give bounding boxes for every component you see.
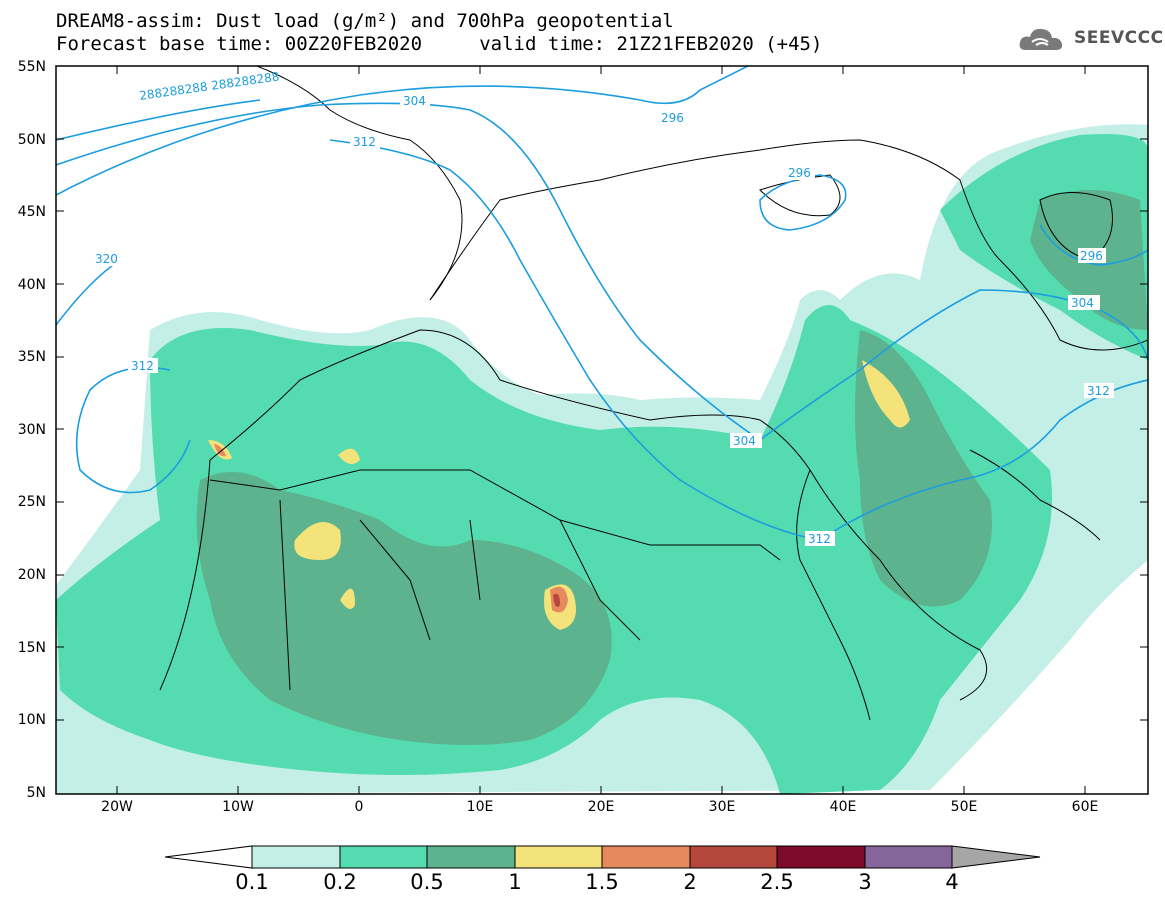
lat-label-30n: 30N: [17, 422, 46, 438]
colorbar-segment-7: [776, 845, 866, 869]
colorbar-segment-under: [164, 845, 253, 869]
map-frame: [55, 65, 1149, 795]
contour-label-312-b: 312: [131, 359, 154, 373]
colorbar-tick-4: 1.5: [585, 870, 619, 894]
lat-label-20n: 20N: [17, 567, 46, 583]
lat-label-50n: 50N: [17, 132, 46, 148]
lon-label-20e: 20E: [587, 799, 615, 815]
contour-label-312-d: 312: [1087, 384, 1110, 398]
cloud-icon: [1019, 28, 1063, 50]
colorbar-tick-6: 2.5: [760, 870, 794, 894]
colorbar-segment-5: [601, 845, 691, 869]
contour-label-320: 320: [95, 252, 118, 266]
colorbar-segment-3: [426, 845, 516, 869]
contour-label-288: 288288288 288288288: [138, 69, 280, 103]
contour-label-296-b: 296: [788, 166, 811, 180]
colorbar-segment-6: [689, 845, 778, 869]
colorbar-tick-3: 1: [508, 870, 522, 894]
contour-label-304-a: 304: [403, 94, 426, 108]
seevccc-logo: SEEVCCC: [1018, 22, 1163, 58]
colorbar-segment-8: [864, 845, 953, 869]
map-subtitle: Forecast base time: 00Z20FEB2020 valid t…: [56, 33, 823, 55]
colorbar-tick-1: 0.2: [323, 870, 357, 894]
colorbar-tick-7: 3: [858, 870, 872, 894]
contour-label-304-c: 304: [733, 434, 756, 448]
lon-label-0: 0: [354, 799, 364, 815]
axis-ticks: [56, 66, 1148, 794]
colorbar: [164, 845, 1041, 869]
lat-label-45n: 45N: [17, 204, 46, 220]
lon-label-10e: 10E: [466, 799, 494, 815]
contour-label-296-a: 296: [661, 111, 684, 125]
lon-label-30e: 30E: [708, 799, 736, 815]
lon-label-40e: 40E: [829, 799, 857, 815]
lat-label-15n: 15N: [17, 640, 46, 656]
lon-label-20w: 20W: [101, 799, 133, 815]
colorbar-segment-2: [339, 845, 428, 869]
lat-label-5n: 5N: [26, 785, 46, 801]
logo-text: SEEVCCC: [1074, 28, 1164, 48]
colorbar-segment-1: [251, 845, 341, 869]
colorbar-tick-8: 4: [945, 870, 959, 894]
dust-layer: [56, 124, 1148, 794]
lat-label-55n: 55N: [17, 59, 46, 75]
map-title: DREAM8-assim: Dust load (g/m²) and 700hP…: [56, 10, 674, 32]
contour-label-312-a: 312: [353, 135, 376, 149]
coastlines: [159, 66, 1148, 721]
lat-label-25n: 25N: [17, 494, 46, 510]
lat-label-40n: 40N: [17, 277, 46, 293]
colorbar-segment-4: [514, 845, 603, 869]
contour-label-296-c: 296: [1080, 249, 1103, 263]
colorbar-tick-0: 0.1: [235, 870, 269, 894]
lon-label-60e: 60E: [1071, 799, 1099, 815]
lon-label-10w: 10W: [222, 799, 254, 815]
lon-label-50e: 50E: [950, 799, 978, 815]
contour-label-304-b: 304: [1071, 296, 1094, 310]
colorbar-tick-5: 2: [683, 870, 697, 894]
contour-label-312-c: 312: [808, 532, 831, 546]
lat-label-35n: 35N: [17, 349, 46, 365]
colorbar-segment-over: [951, 845, 1041, 869]
lat-label-10n: 10N: [17, 712, 46, 728]
colorbar-tick-2: 0.5: [410, 870, 444, 894]
geopotential-contours: [56, 66, 1148, 541]
